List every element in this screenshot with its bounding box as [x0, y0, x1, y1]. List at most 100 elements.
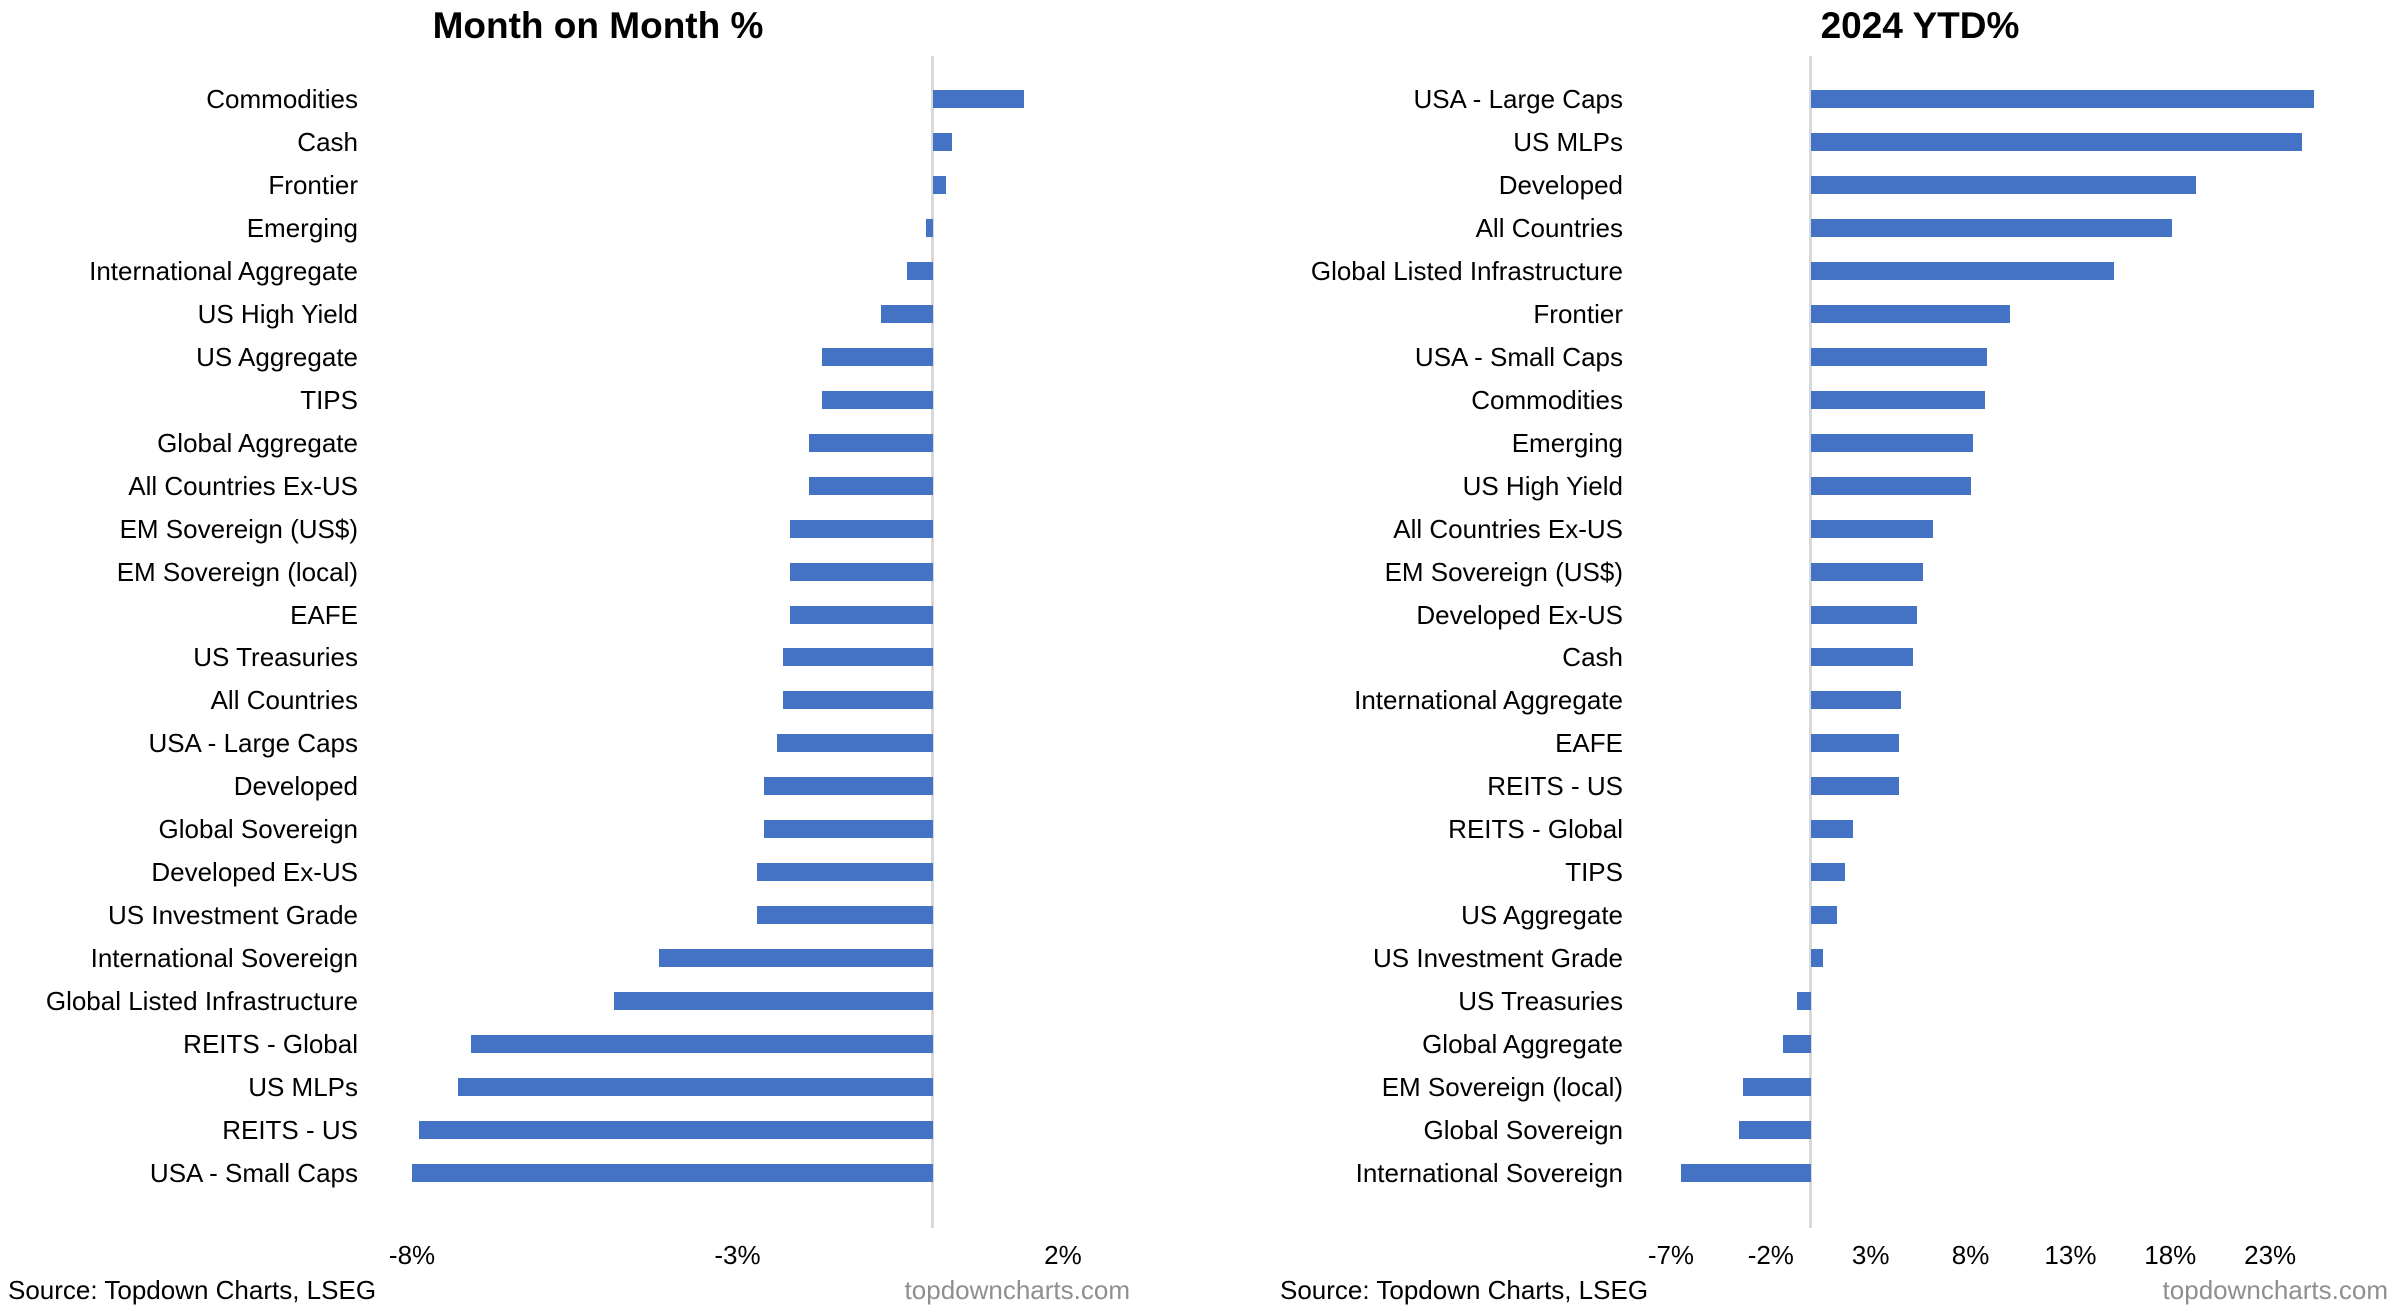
row-label: TIPS	[300, 384, 358, 415]
chart-panel-month-on-month: Month on Month % Commodities Cash Frontier…	[0, 5, 1196, 1306]
chart-panel-ytd: 2024 YTD% USA - Large Caps US MLPs Develop…	[1196, 0, 2392, 1310]
source-credit: Source: Topdown Charts, LSEG	[8, 1275, 377, 1305]
row-label: EM Sovereign (local)	[116, 556, 358, 587]
bar	[822, 348, 933, 366]
bar	[1680, 1163, 1811, 1182]
row-label: Frontier	[1533, 299, 1623, 330]
row-label: International Aggregate	[1354, 685, 1623, 716]
row-label: Developed	[233, 771, 358, 802]
row-label: US Aggregate	[196, 342, 358, 372]
row-label: EM Sovereign (local)	[1381, 1071, 1623, 1102]
bar	[659, 948, 933, 967]
axis-tick-label: 18%	[2144, 1240, 2197, 1270]
row-label: International Aggregate	[89, 256, 358, 287]
bar	[1810, 133, 2303, 152]
bar	[1810, 348, 1987, 366]
row-label: International Sovereign	[90, 942, 358, 973]
bar	[1810, 863, 1845, 882]
bar	[809, 433, 933, 452]
bar	[412, 1163, 933, 1182]
row-label: TIPS	[1565, 857, 1623, 888]
bar	[1810, 305, 2011, 324]
row-label: Global Aggregate	[1422, 1028, 1623, 1059]
bar	[783, 691, 933, 710]
bar	[1810, 820, 1853, 839]
row-label: REITS - Global	[1448, 814, 1623, 845]
bar	[789, 605, 933, 624]
bar	[1810, 433, 1973, 452]
bar	[457, 1077, 933, 1096]
row-label: Emerging	[1511, 427, 1623, 458]
row-label: EM Sovereign (US$)	[1384, 556, 1623, 587]
bar	[1810, 390, 1985, 409]
bar	[783, 648, 933, 667]
bar	[1810, 691, 1901, 710]
footer-month-on-month: Source: Topdown Charts, LSEG topdownchar…	[0, 1274, 1196, 1306]
bar	[763, 820, 933, 839]
row-label: All Countries Ex-US	[128, 470, 358, 501]
axis-tick-label: 3%	[1851, 1240, 1890, 1270]
row-label: Commodities	[206, 84, 358, 115]
bar	[880, 305, 933, 324]
row-label: US MLPs	[248, 1071, 358, 1102]
axis-tick-label: 8%	[1951, 1240, 1990, 1270]
bar	[906, 262, 933, 281]
bar	[926, 219, 933, 238]
row-label: US Investment Grade	[1373, 942, 1623, 973]
site-credit: topdowncharts.com	[904, 1275, 1130, 1305]
category-labels-month-on-month: Commodities Cash Frontier Emerging Internati…	[0, 78, 358, 1194]
row-label: Global Sovereign	[1423, 1114, 1623, 1145]
axis-tick-label: -7%	[1647, 1240, 1695, 1270]
bar	[789, 519, 933, 538]
bar	[757, 863, 933, 882]
row-label: US Investment Grade	[108, 900, 358, 930]
axis-zero-line	[931, 56, 935, 1228]
plot-area-ytd: -7% -2% 3% 8% 13% 18% 23%	[1631, 56, 2392, 1270]
chart-title-ytd: 2024 YTD%	[1820, 5, 2020, 46]
row-label: Global Aggregate	[157, 427, 358, 458]
bar	[932, 133, 953, 152]
plot-area-month-on-month: -8% -3% 2%	[373, 56, 1115, 1270]
row-label: All Countries Ex-US	[1393, 513, 1623, 544]
row-label: US High Yield	[197, 299, 358, 330]
bar	[763, 777, 933, 796]
bar	[1810, 519, 1933, 538]
row-label: All Countries	[1475, 213, 1623, 244]
row-label: International Sovereign	[1355, 1157, 1623, 1188]
bar	[1810, 777, 1899, 796]
bar	[789, 562, 933, 581]
row-label: US Aggregate	[1461, 900, 1623, 930]
source-credit: Source: Topdown Charts, LSEG	[1280, 1275, 1649, 1305]
row-label: Global Listed Infrastructure	[45, 985, 358, 1016]
bar	[1810, 648, 1913, 667]
category-labels-ytd: USA - Large Caps US MLPs Developed All Coun…	[1196, 78, 1623, 1194]
bar	[1738, 1120, 1811, 1139]
axis-tick-label: 23%	[2244, 1240, 2297, 1270]
bar	[418, 1120, 933, 1139]
bar	[809, 476, 933, 495]
bar	[757, 906, 933, 924]
bar	[822, 390, 933, 409]
bar	[1810, 605, 1917, 624]
row-label: REITS - US	[1487, 771, 1623, 802]
axis-tick-label: 2%	[1044, 1240, 1082, 1270]
bar	[1742, 1077, 1811, 1096]
bar	[1796, 991, 1811, 1010]
row-label: REITS - Global	[183, 1028, 358, 1059]
row-label: Global Sovereign	[158, 814, 358, 845]
axis-tick-label: -2%	[1747, 1240, 1794, 1270]
axis-tick-label: -3%	[714, 1240, 761, 1270]
bar	[1810, 562, 1923, 581]
row-label: USA - Large Caps	[1413, 84, 1623, 115]
row-label: Developed Ex-US	[151, 857, 358, 888]
row-label: USA - Large Caps	[148, 728, 358, 759]
bar	[470, 1034, 933, 1053]
row-label: EAFE	[290, 599, 358, 630]
row-label: REITS - US	[222, 1114, 358, 1145]
row-label: US MLPs	[1513, 127, 1623, 158]
row-label: Cash	[297, 127, 358, 158]
axis-tick-label: 13%	[2044, 1240, 2097, 1270]
site-credit: topdowncharts.com	[2162, 1275, 2388, 1305]
bar	[1810, 734, 1899, 753]
row-label: Cash	[1562, 642, 1623, 673]
